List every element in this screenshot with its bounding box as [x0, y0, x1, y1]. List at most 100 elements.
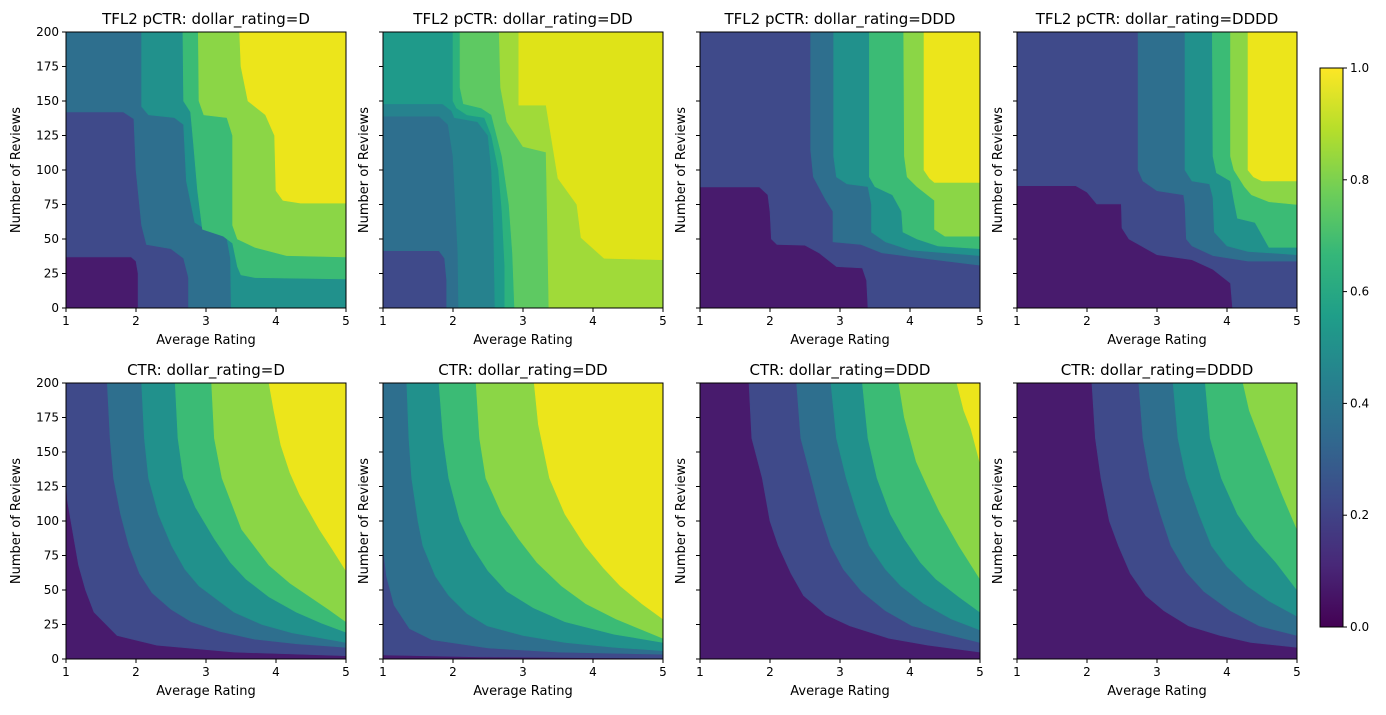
x-axis-label: Average Rating — [156, 333, 255, 348]
colorbar-tick-label: 0.8 — [1350, 173, 1369, 187]
x-tick-label: 1 — [62, 314, 70, 328]
x-tick-label: 5 — [1293, 665, 1301, 679]
y-axis-label: Number of Reviews — [9, 107, 24, 233]
x-tick-label: 4 — [1223, 314, 1231, 328]
subplot-title: TFL2 pCTR: dollar_rating=DD — [412, 10, 632, 29]
contour-fill — [66, 32, 346, 308]
contour-band-6 — [700, 383, 980, 659]
y-tick-label: 125 — [36, 129, 59, 143]
contour-band-5 — [700, 32, 980, 308]
x-axis-label: Average Rating — [156, 684, 255, 699]
x-tick-label: 4 — [589, 665, 597, 679]
contour-band-6 — [700, 32, 980, 308]
x-tick-label: 2 — [1083, 314, 1091, 328]
x-tick-label: 3 — [836, 314, 844, 328]
x-tick-label: 5 — [1293, 314, 1301, 328]
subplot-6: 1 2 3 4 5 CTR: dollar_rating=DD Average Rating… — [357, 361, 667, 699]
y-tick-label: 125 — [36, 480, 59, 494]
y-axis-label: Number of Reviews — [674, 458, 689, 584]
colorbar: 0.0 0.2 0.4 0.6 0.8 1.0 — [1319, 61, 1369, 634]
x-axis-label: Average Rating — [1107, 333, 1206, 348]
subplot-title: CTR: dollar_rating=DDD — [750, 361, 931, 380]
x-tick-label: 5 — [976, 314, 984, 328]
x-tick-label: 2 — [766, 314, 774, 328]
x-tick-label: 5 — [342, 665, 350, 679]
colorbar-tick-label: 1.0 — [1350, 61, 1369, 75]
y-tick-label: 200 — [36, 376, 59, 390]
subplot-7: 1 2 3 4 5 CTR: dollar_rating=DDD Average Ratin… — [674, 361, 984, 699]
subplot-3: 1 2 3 4 5 TFL2 pCTR: dollar_rating=DDD Average… — [674, 10, 984, 348]
x-axis-label: Average Rating — [790, 333, 889, 348]
contour-band-6 — [66, 383, 346, 659]
x-axis-label: Average Rating — [1107, 684, 1206, 699]
subplot-title: TFL2 pCTR: dollar_rating=DDDD — [1035, 10, 1279, 29]
contour-fill — [66, 383, 346, 659]
contour-fill — [383, 32, 663, 308]
y-tick-label: 0 — [51, 301, 59, 315]
x-tick-label: 3 — [1153, 314, 1161, 328]
x-tick-label: 4 — [906, 314, 914, 328]
x-tick-label: 2 — [132, 665, 140, 679]
contour-fill — [700, 383, 980, 659]
x-tick-label: 1 — [62, 665, 70, 679]
x-tick-label: 1 — [1013, 314, 1021, 328]
x-axis-label: Average Rating — [790, 684, 889, 699]
subplot-title: TFL2 pCTR: dollar_rating=D — [101, 10, 310, 29]
colorbar-tick-label: 0.6 — [1350, 285, 1369, 299]
contour-band-4 — [700, 383, 980, 659]
contour-fill — [700, 32, 980, 308]
y-tick-label: 175 — [36, 411, 59, 425]
y-axis-label: Number of Reviews — [991, 107, 1006, 233]
x-tick-label: 1 — [696, 314, 704, 328]
x-tick-label: 4 — [589, 314, 597, 328]
y-tick-label: 50 — [44, 583, 59, 597]
y-axis-label: Number of Reviews — [9, 458, 24, 584]
y-tick-label: 25 — [44, 618, 59, 632]
x-axis-label: Average Rating — [473, 333, 572, 348]
x-tick-label: 5 — [659, 665, 667, 679]
contour-band-5 — [66, 383, 346, 659]
x-tick-label: 1 — [379, 665, 387, 679]
contour-fill — [1017, 383, 1297, 659]
x-tick-label: 3 — [519, 665, 527, 679]
x-tick-label: 2 — [449, 314, 457, 328]
x-axis-label: Average Rating — [473, 684, 572, 699]
x-tick-label: 2 — [449, 665, 457, 679]
y-tick-label: 100 — [36, 163, 59, 177]
x-tick-label: 2 — [132, 314, 140, 328]
contour-band-6 — [1017, 32, 1297, 308]
contour-band-6 — [66, 32, 346, 308]
colorbar-gradient — [1320, 68, 1343, 627]
subplot-title: TFL2 pCTR: dollar_rating=DDD — [724, 10, 956, 29]
contour-fill — [383, 383, 663, 659]
subplot-title: CTR: dollar_rating=D — [127, 361, 285, 380]
y-tick-label: 150 — [36, 94, 59, 108]
colorbar-tick-label: 0.4 — [1350, 396, 1369, 410]
x-tick-label: 3 — [202, 314, 210, 328]
x-tick-label: 4 — [272, 314, 280, 328]
x-tick-label: 1 — [696, 665, 704, 679]
y-tick-label: 75 — [44, 549, 59, 563]
colorbar-tick-label: 0.0 — [1350, 620, 1369, 634]
y-tick-label: 100 — [36, 514, 59, 528]
y-axis-label: Number of Reviews — [991, 458, 1006, 584]
subplot-title: CTR: dollar_rating=DD — [438, 361, 607, 380]
x-tick-label: 5 — [342, 314, 350, 328]
contour-band-4 — [1017, 32, 1297, 308]
x-tick-label: 4 — [272, 665, 280, 679]
x-tick-label: 3 — [836, 665, 844, 679]
x-tick-label: 3 — [1153, 665, 1161, 679]
subplot-8: 1 2 3 4 5 CTR: dollar_rating=DDDD Average Rati… — [991, 361, 1301, 699]
x-tick-label: 3 — [202, 665, 210, 679]
contour-band-7 — [383, 32, 663, 308]
y-axis-label: Number of Reviews — [674, 107, 689, 233]
y-tick-label: 200 — [36, 25, 59, 39]
x-tick-label: 2 — [1083, 665, 1091, 679]
y-tick-label: 25 — [44, 267, 59, 281]
y-tick-label: 75 — [44, 198, 59, 212]
x-tick-label: 1 — [379, 314, 387, 328]
